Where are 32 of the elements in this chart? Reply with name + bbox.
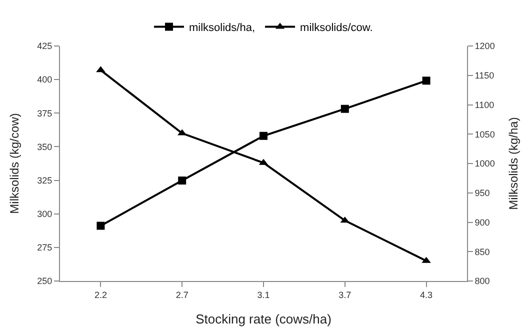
x-tick-label: 3.7 (338, 290, 352, 300)
y-tick-label: 325 (37, 175, 52, 186)
point (178, 176, 186, 185)
x-tick-label: 4.3 (420, 290, 433, 300)
x-tick-label: 2.7 (176, 290, 188, 300)
y-tick-label: 400 (37, 74, 52, 85)
y2-tick-label: 850 (474, 246, 490, 257)
x-tick-label: 2.2 (94, 290, 107, 300)
y2-tick-label: 1200 (474, 41, 495, 52)
y-tick-label: 250 (37, 276, 52, 286)
y-tick-label: 350 (37, 142, 52, 152)
y2-tick-label: 1100 (474, 100, 494, 110)
legend-label: milksolids/ha, (189, 22, 256, 34)
point (340, 104, 349, 113)
y-tick-label: 375 (37, 108, 52, 118)
y-tick-label: 300 (37, 209, 52, 220)
y-axis-title: Milksolids (kg/cow) (7, 113, 22, 214)
legend-label: milksolids/cow. (300, 22, 373, 34)
y2-tick-label: 1000 (474, 158, 495, 169)
y2-tick-label: 950 (474, 188, 490, 198)
y2-tick-label: 1150 (474, 70, 494, 81)
y-tick-label: 425 (37, 41, 52, 52)
y-tick-label: 275 (37, 242, 52, 253)
point (260, 132, 268, 140)
point (422, 76, 430, 85)
x-axis-title: Stocking rate (cows/ha) (196, 311, 332, 326)
y2-axis-title: Milksolids (kg/ha) (506, 117, 521, 210)
point (96, 222, 105, 230)
y2-tick-label: 900 (474, 217, 490, 228)
x-tick-label: 3.1 (257, 290, 270, 300)
y2-tick-label: 800 (474, 276, 490, 286)
y2-tick-label: 1050 (474, 129, 495, 140)
